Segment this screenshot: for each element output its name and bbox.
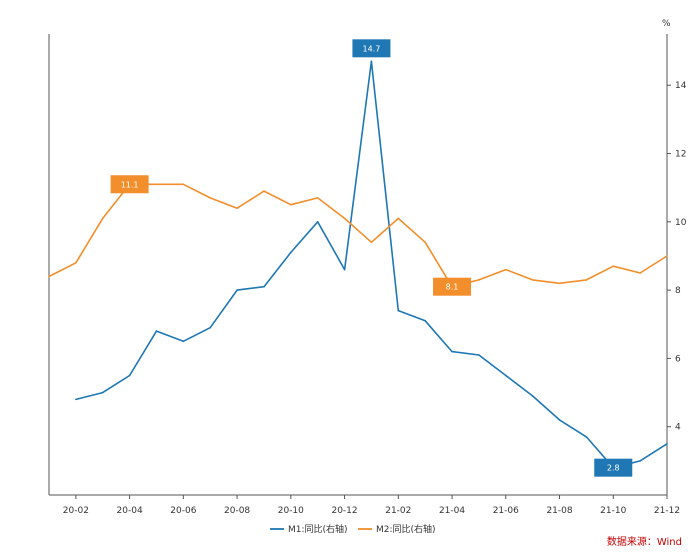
data-label-box — [433, 277, 472, 296]
data-label: 8.1 — [446, 283, 459, 292]
x-tick-label: 21-10 — [600, 506, 626, 516]
m2-point — [612, 265, 615, 268]
x-tick-label: 20-02 — [63, 506, 89, 516]
m2-point — [424, 241, 426, 244]
m2-point — [478, 279, 480, 281]
m1-point — [478, 354, 480, 356]
x-tick-label: 20-04 — [117, 506, 143, 516]
m1-point — [290, 251, 292, 254]
m1-point — [451, 350, 453, 353]
x-tick-label: 20-10 — [278, 506, 304, 516]
m2-point — [236, 207, 238, 209]
x-tick-label: 20-12 — [331, 506, 357, 516]
m2-point — [666, 255, 668, 257]
m2-point — [558, 282, 561, 285]
m1-point — [424, 320, 426, 322]
m1-point — [316, 221, 319, 223]
series-line-m2 — [48, 183, 668, 288]
series-line-m1 — [75, 60, 668, 469]
m2-point — [504, 268, 507, 271]
source-note: 数据来源：Wind — [607, 535, 682, 548]
legend-label-m1: M1:同比(右轴) — [288, 523, 348, 535]
y-tick-label: 14 — [675, 81, 687, 91]
series-lines — [48, 60, 668, 469]
m2-point — [316, 197, 319, 199]
m1-point — [236, 289, 238, 291]
m2-point — [155, 183, 158, 186]
y-tick-label: 12 — [675, 150, 686, 160]
m1-point — [558, 419, 561, 421]
y-tick-label: 8 — [675, 286, 681, 296]
m1-point — [209, 326, 212, 329]
m2-point — [343, 217, 346, 220]
y-axis-unit: % — [662, 19, 671, 29]
data-label: 14.7 — [363, 44, 381, 53]
m1-point — [128, 374, 131, 377]
m2-point — [75, 261, 77, 264]
legend: M1:同比(右轴) M2:同比(右轴) — [270, 523, 436, 535]
x-tick-label: 21-02 — [385, 506, 411, 516]
m1-point — [666, 442, 668, 445]
m1-point — [343, 268, 346, 271]
m2-point — [531, 279, 534, 281]
x-tick-label: 20-06 — [170, 506, 196, 516]
m1-point — [155, 330, 158, 332]
m2-point — [397, 217, 400, 220]
m2-point — [290, 203, 292, 206]
m2-point — [101, 217, 104, 220]
m1-point — [263, 285, 265, 288]
m1-point — [182, 340, 185, 343]
m1-point — [101, 391, 104, 394]
y-tick-label: 10 — [675, 218, 687, 228]
x-tick-label: 20-08 — [224, 506, 250, 516]
m1-point — [531, 395, 534, 397]
m1-point — [397, 309, 400, 312]
m2-point — [585, 279, 588, 281]
m2-point — [209, 197, 212, 199]
x-tick-label: 21-04 — [439, 506, 465, 516]
axes: 4 6 8 10 12 14 20-02 20-04 20-06 20-08 20-10 20-12 2… — [48, 34, 687, 516]
data-label-box — [352, 39, 391, 58]
y-tick-label: 6 — [675, 354, 681, 364]
x-tick-label: 21-08 — [546, 506, 572, 516]
m2-point — [370, 241, 373, 244]
y-tick-label: 4 — [675, 423, 681, 433]
x-tick-label: 21-12 — [654, 506, 680, 516]
x-tick-label: 21-06 — [493, 506, 519, 516]
m2-point — [48, 275, 50, 278]
data-label-box — [594, 458, 633, 477]
data-label: 11.1 — [121, 180, 139, 189]
m1-point — [75, 398, 77, 401]
data-label-box — [110, 175, 149, 194]
m1-point — [504, 374, 507, 377]
m2-point — [182, 183, 185, 186]
m1-point — [639, 460, 641, 462]
m2-point — [639, 272, 641, 274]
data-labels: 14.7 2.8 11.1 8.1 — [110, 39, 633, 477]
legend-label-m2: M2:同比(右轴) — [376, 523, 436, 535]
m1-point — [585, 436, 588, 438]
m1-point — [370, 60, 373, 63]
m2-point — [263, 190, 265, 192]
data-label: 2.8 — [607, 464, 620, 473]
